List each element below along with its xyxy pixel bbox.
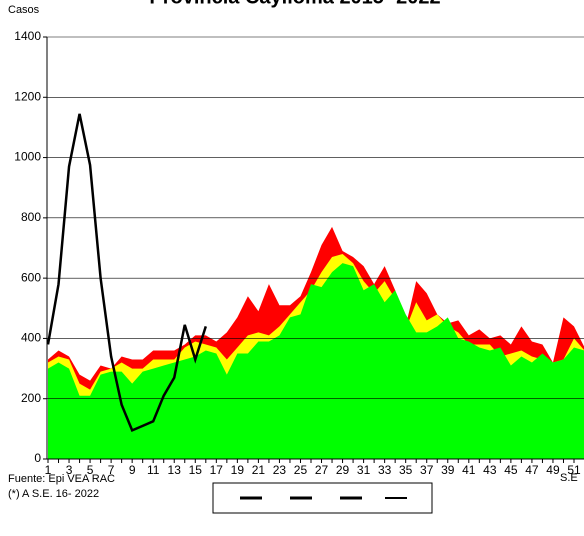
line <box>46 113 207 433</box>
y-tick-label: 1200 <box>14 89 41 103</box>
x-tick-label: 25 <box>294 463 308 477</box>
y-tick-label: 600 <box>21 270 41 284</box>
y-tick-label: 800 <box>21 210 41 224</box>
y-tick-label: 0 <box>34 451 41 465</box>
x-tick-label: 11 <box>147 463 160 477</box>
x-tick-label: 37 <box>420 463 434 477</box>
y-tick-label: 400 <box>21 331 41 345</box>
area <box>48 263 584 459</box>
x-tick-label: 27 <box>315 463 329 477</box>
x-tick-label: 35 <box>399 463 413 477</box>
y-tick-label: 200 <box>21 391 41 405</box>
x-tick-label: 9 <box>129 463 136 477</box>
x-tick-label: 7 <box>108 463 115 477</box>
x-tick-label: 5 <box>87 463 94 477</box>
x-tick-label: 49 <box>546 463 560 477</box>
x-tick-label: 15 <box>189 463 203 477</box>
x-tick-label: 1 <box>45 463 52 477</box>
y-axis-label: Casos <box>8 4 40 16</box>
x-tick-label: 21 <box>252 463 266 477</box>
x-tick-label: 3 <box>66 463 73 477</box>
y-tick-label: 1000 <box>14 150 41 164</box>
x-tick-label: 41 <box>462 463 476 477</box>
x-tick-label: 17 <box>210 463 224 477</box>
x-tick-label: 51 <box>567 463 581 477</box>
x-tick-label: 31 <box>357 463 371 477</box>
x-tick-label: 43 <box>483 463 497 477</box>
x-tick-label: 45 <box>504 463 518 477</box>
x-tick-label: 47 <box>525 463 539 477</box>
source: Fuente: Epi VEA RAC <box>8 473 115 485</box>
x-axis-label: S.E <box>560 472 578 484</box>
x-tick-label: 19 <box>231 463 245 477</box>
legend <box>212 482 433 514</box>
chart-title: Provincia Caylloma 2015- 2022 <box>149 0 440 8</box>
x-tick-label: 39 <box>441 463 455 477</box>
x-tick-label: 33 <box>378 463 392 477</box>
x-tick-label: 29 <box>336 463 350 477</box>
y-tick-label: 1400 <box>14 29 41 43</box>
x-tick-label: 23 <box>273 463 287 477</box>
note: (*) A S.E. 16- 2022 <box>8 488 99 500</box>
x-tick-label: 13 <box>168 463 182 477</box>
plot-area <box>46 113 584 459</box>
